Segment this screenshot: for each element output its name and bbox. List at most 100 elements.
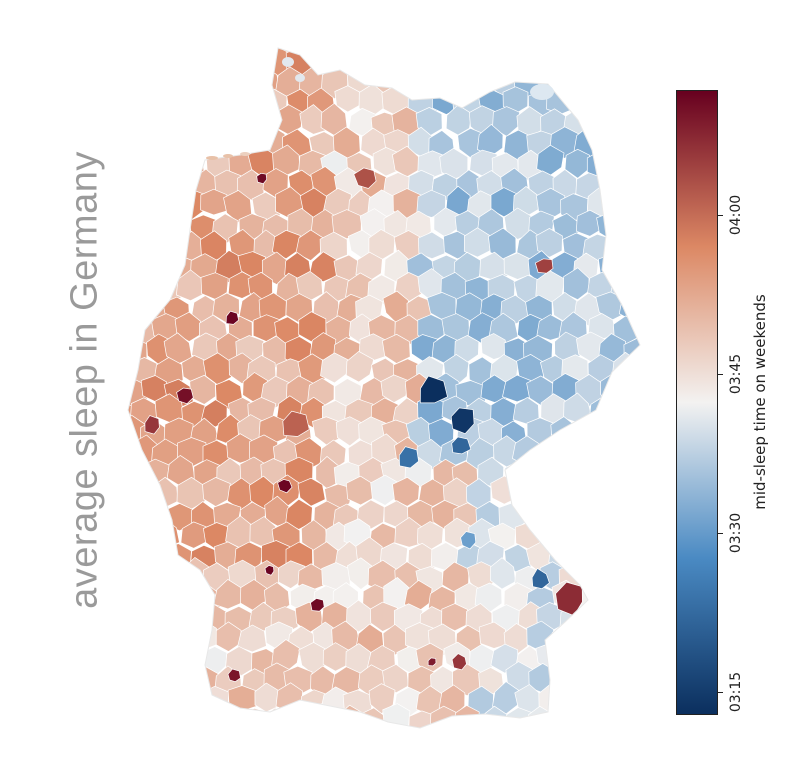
- district: [227, 48, 254, 57]
- district: [596, 701, 624, 728]
- district: [239, 85, 267, 119]
- district-highlight: [277, 479, 293, 494]
- district: [128, 684, 157, 717]
- district: [647, 667, 673, 696]
- district: [524, 462, 551, 493]
- district: [633, 602, 640, 634]
- island: [206, 156, 218, 160]
- district: [611, 520, 640, 551]
- district: [576, 704, 602, 728]
- district: [607, 146, 636, 177]
- district: [188, 86, 216, 117]
- district: [140, 249, 169, 283]
- district: [128, 563, 130, 592]
- district: [128, 110, 136, 139]
- district: [215, 621, 242, 652]
- district: [466, 48, 497, 54]
- district: [176, 603, 205, 632]
- district: [128, 252, 147, 286]
- district: [128, 232, 135, 264]
- district: [634, 685, 640, 718]
- district: [644, 169, 672, 201]
- district: [536, 314, 566, 341]
- colorbar-tickmark: [718, 692, 723, 693]
- district: [502, 374, 532, 403]
- district: [322, 642, 349, 672]
- district: [128, 190, 137, 225]
- district: [163, 165, 193, 200]
- district: [357, 48, 386, 80]
- district: [563, 267, 590, 301]
- district: [223, 189, 252, 224]
- district-highlight: [225, 310, 239, 325]
- district: [128, 518, 133, 551]
- district: [345, 48, 376, 54]
- district: [502, 48, 532, 80]
- district: [128, 270, 134, 301]
- district-highlight: [531, 568, 550, 590]
- district: [156, 111, 183, 142]
- district: [647, 708, 675, 738]
- district: [227, 685, 257, 712]
- district: [547, 455, 576, 486]
- district: [645, 129, 672, 160]
- district: [609, 64, 638, 97]
- district: [128, 644, 133, 677]
- colorbar: [676, 90, 718, 715]
- colorbar-tickmark: [718, 533, 723, 534]
- district: [155, 230, 184, 262]
- district: [634, 70, 640, 100]
- district: [584, 105, 613, 138]
- district: [607, 48, 636, 53]
- district: [631, 359, 640, 388]
- district: [586, 48, 614, 54]
- district: [589, 558, 616, 589]
- district: [215, 48, 243, 79]
- district: [158, 687, 186, 715]
- district: [648, 290, 674, 323]
- district: [619, 376, 640, 408]
- district: [550, 705, 577, 728]
- district: [609, 687, 639, 716]
- district: [620, 543, 640, 572]
- district: [611, 393, 640, 424]
- district: [584, 603, 612, 634]
- district-highlight: [282, 410, 310, 437]
- district: [570, 48, 601, 77]
- district: [538, 438, 565, 470]
- district: [452, 48, 480, 77]
- district: [200, 48, 231, 55]
- district: [559, 48, 588, 57]
- district: [128, 85, 149, 116]
- district: [392, 476, 420, 507]
- district: [130, 603, 160, 631]
- district: [306, 703, 336, 728]
- district: [129, 646, 158, 678]
- district: [625, 85, 640, 114]
- district-highlight: [534, 258, 554, 274]
- district: [167, 664, 195, 694]
- district: [394, 48, 425, 54]
- district: [166, 127, 196, 156]
- district: [128, 65, 134, 95]
- district: [585, 432, 615, 465]
- district: [611, 606, 640, 635]
- district: [622, 501, 640, 530]
- district: [129, 148, 159, 183]
- district: [647, 620, 673, 651]
- district: [624, 210, 640, 243]
- district: [479, 48, 505, 75]
- district: [558, 477, 589, 511]
- district: [132, 476, 159, 507]
- district: [535, 227, 563, 258]
- district: [643, 458, 672, 487]
- district: [262, 707, 289, 728]
- district: [211, 87, 242, 121]
- district: [156, 147, 185, 179]
- district: [490, 643, 519, 674]
- district: [140, 166, 170, 198]
- district: [571, 659, 601, 692]
- district: [128, 209, 144, 244]
- district: [285, 498, 313, 530]
- district: [561, 434, 589, 465]
